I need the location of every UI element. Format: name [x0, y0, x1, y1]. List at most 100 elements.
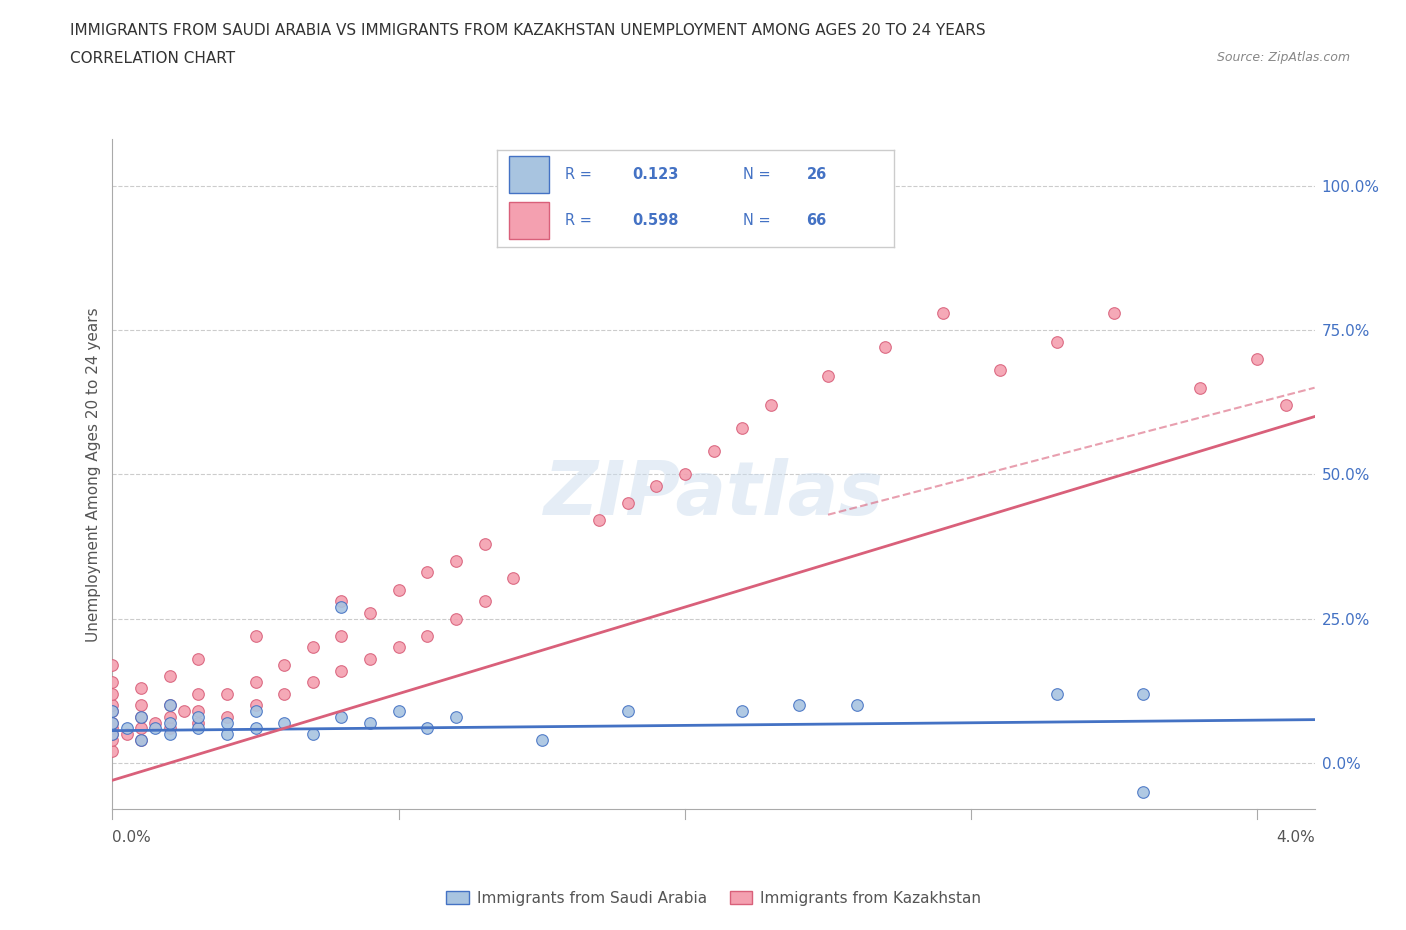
- Point: [988, 363, 1011, 378]
- Point: [101, 715, 124, 730]
- Point: [588, 513, 610, 528]
- Point: [173, 703, 195, 718]
- Point: [330, 663, 353, 678]
- Point: [129, 681, 152, 696]
- Point: [101, 658, 124, 672]
- Point: [388, 582, 411, 597]
- Point: [444, 611, 467, 626]
- Point: [416, 565, 439, 580]
- Text: IMMIGRANTS FROM SAUDI ARABIA VS IMMIGRANTS FROM KAZAKHSTAN UNEMPLOYMENT AMONG AG: IMMIGRANTS FROM SAUDI ARABIA VS IMMIGRAN…: [70, 23, 986, 38]
- Point: [875, 339, 897, 354]
- Point: [1132, 686, 1154, 701]
- Text: 4.0%: 4.0%: [1275, 830, 1315, 844]
- Point: [645, 478, 668, 493]
- Point: [1046, 686, 1069, 701]
- Point: [115, 726, 138, 741]
- Point: [245, 674, 267, 689]
- Point: [530, 733, 553, 748]
- Point: [187, 703, 209, 718]
- Point: [129, 710, 152, 724]
- Point: [1189, 380, 1212, 395]
- Point: [1102, 305, 1125, 320]
- Point: [616, 496, 638, 511]
- Point: [129, 710, 152, 724]
- Point: [817, 368, 839, 383]
- Point: [215, 726, 238, 741]
- Point: [245, 698, 267, 712]
- Y-axis label: Unemployment Among Ages 20 to 24 years: Unemployment Among Ages 20 to 24 years: [86, 307, 101, 642]
- Point: [330, 594, 353, 609]
- Legend: Immigrants from Saudi Arabia, Immigrants from Kazakhstan: Immigrants from Saudi Arabia, Immigrants…: [440, 884, 987, 912]
- Point: [789, 698, 811, 712]
- Point: [444, 553, 467, 568]
- Point: [388, 640, 411, 655]
- Point: [101, 674, 124, 689]
- Point: [560, 179, 582, 193]
- Point: [101, 703, 124, 718]
- Point: [388, 703, 411, 718]
- Point: [1275, 398, 1298, 413]
- Text: Source: ZipAtlas.com: Source: ZipAtlas.com: [1216, 51, 1350, 64]
- Point: [159, 698, 181, 712]
- Point: [845, 698, 868, 712]
- Point: [330, 629, 353, 644]
- Point: [330, 600, 353, 615]
- Point: [702, 444, 725, 458]
- Point: [129, 698, 152, 712]
- Point: [359, 605, 381, 620]
- Point: [416, 721, 439, 736]
- Point: [101, 733, 124, 748]
- Point: [101, 715, 124, 730]
- Point: [159, 698, 181, 712]
- Point: [731, 420, 754, 435]
- Point: [159, 669, 181, 684]
- Text: CORRELATION CHART: CORRELATION CHART: [70, 51, 235, 66]
- Point: [731, 703, 754, 718]
- Point: [159, 710, 181, 724]
- Point: [474, 536, 496, 551]
- Point: [101, 744, 124, 759]
- Point: [187, 715, 209, 730]
- Point: [187, 721, 209, 736]
- Point: [145, 715, 167, 730]
- Point: [101, 721, 124, 736]
- Point: [159, 721, 181, 736]
- Point: [245, 629, 267, 644]
- Point: [301, 726, 323, 741]
- Point: [101, 726, 124, 741]
- Point: [359, 715, 381, 730]
- Point: [115, 721, 138, 736]
- Point: [187, 710, 209, 724]
- Point: [129, 733, 152, 748]
- Point: [444, 710, 467, 724]
- Point: [502, 571, 524, 586]
- Point: [616, 703, 638, 718]
- Point: [215, 710, 238, 724]
- Point: [101, 726, 124, 741]
- Point: [759, 398, 782, 413]
- Text: 0.0%: 0.0%: [112, 830, 152, 844]
- Point: [129, 733, 152, 748]
- Point: [359, 652, 381, 667]
- Point: [416, 629, 439, 644]
- Point: [330, 710, 353, 724]
- Point: [215, 686, 238, 701]
- Point: [187, 652, 209, 667]
- Point: [474, 594, 496, 609]
- Point: [273, 715, 295, 730]
- Point: [301, 640, 323, 655]
- Text: ZIPatlas: ZIPatlas: [544, 458, 883, 531]
- Point: [187, 686, 209, 701]
- Point: [1246, 352, 1268, 366]
- Point: [273, 658, 295, 672]
- Point: [145, 721, 167, 736]
- Point: [931, 305, 953, 320]
- Point: [215, 715, 238, 730]
- Point: [245, 703, 267, 718]
- Point: [159, 715, 181, 730]
- Point: [1132, 784, 1154, 799]
- Point: [673, 467, 696, 482]
- Point: [245, 721, 267, 736]
- Point: [101, 686, 124, 701]
- Point: [301, 674, 323, 689]
